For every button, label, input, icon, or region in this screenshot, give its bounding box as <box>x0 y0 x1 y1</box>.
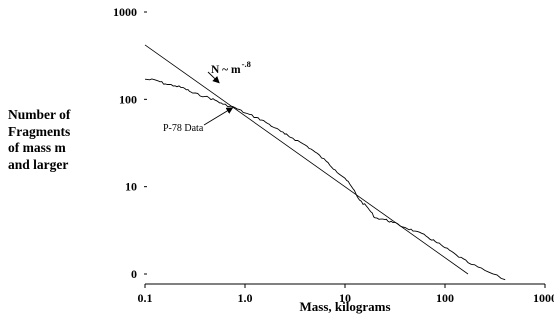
y-axis-label-line-1: Number of <box>8 107 71 122</box>
y-axis-label-line-4: and larger <box>8 156 69 172</box>
annotation-p78-data: P-78 Data <box>163 123 204 134</box>
y-tick-label: 100 <box>119 92 137 106</box>
x-tick-label: 0.1 <box>138 291 153 305</box>
y-axis-label-line-3: of mass m <box>8 140 66 155</box>
annotation-power-law-arrow <box>207 71 220 84</box>
series-line-power-law-fit <box>144 44 469 275</box>
annotation-power-law-exponent: -.8 <box>242 59 251 69</box>
y-tick-label: 0 <box>131 267 137 281</box>
x-tick-label: 1000 <box>533 291 554 305</box>
series-line-p78-data <box>144 78 506 281</box>
y-tick-label: 1000 <box>113 5 137 19</box>
y-axis-label-line-2: Fragments <box>8 123 71 139</box>
y-ticks: 0 10 100 1000 <box>113 5 147 281</box>
y-axis-label: Number of Fragments of mass m and larger <box>8 107 118 173</box>
y-tick-label: 10 <box>125 180 137 194</box>
annotation-power-law: N ~ m-.8 <box>211 59 251 76</box>
x-tick-label: 100 <box>436 291 454 305</box>
x-axis-label: Mass, kilograms <box>300 299 391 314</box>
annotation-p78-data-arrow <box>203 107 234 126</box>
series-group <box>144 44 506 281</box>
x-tick-label: 1.0 <box>238 291 253 305</box>
x-tick-label: 10 <box>339 291 351 305</box>
x-ticks: 0.1 1.0 10 100 1000 <box>138 284 554 305</box>
